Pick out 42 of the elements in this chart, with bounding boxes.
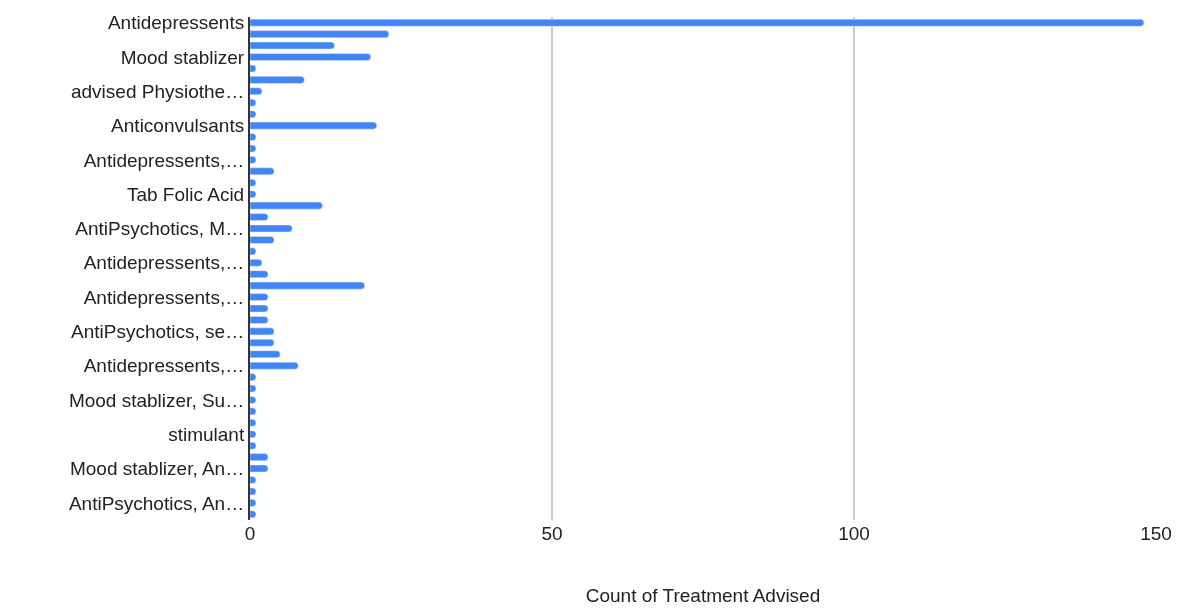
bar [250,350,281,359]
y-tick-label: AntiPsychotics, M… [75,218,245,240]
y-tick-label: Antidepressents,… [83,355,245,377]
y-tick-label: advised Physiothe… [70,80,245,102]
bar [250,167,275,176]
bar [250,361,299,370]
x-tick-label: 100 [838,523,870,544]
y-tick-label: Tab Folic Acid [126,183,245,205]
x-tick-label: 0 [244,523,256,544]
y-tick-label: Antidepressents,… [83,286,245,308]
bar [250,281,366,290]
bar [250,213,269,221]
bar [250,30,390,38]
bar [250,224,293,233]
bar [250,76,305,84]
bar [250,293,269,301]
x-tick-label: 50 [541,523,563,544]
bar [250,464,269,473]
y-tick-label: Mood stablizer [120,46,245,68]
x-axis-title: Count of Treatment Advised [585,584,821,606]
bar [250,327,275,336]
bar [250,270,269,279]
y-tick-label: Antidepressents [107,12,245,34]
x-tick-label: 150 [1140,523,1172,544]
bar [250,41,335,50]
y-tick-label: Mood stablizer, An… [69,458,245,480]
bar [250,236,275,244]
y-tick-label: Anticonvulsants [111,115,245,137]
y-tick-label: Antidepressents,… [83,149,245,171]
bar [250,316,269,324]
bar [250,53,372,61]
bar [250,18,1145,27]
y-tick-label: Mood stablizer, Su… [68,389,245,411]
y-tick-label: stimulant [168,423,245,445]
bar [250,121,378,130]
bar [250,304,269,313]
y-tick-label: AntiPsychotics, An… [68,492,245,514]
y-tick-label: Antidepressents,… [83,252,245,274]
bar [250,339,275,347]
bar [250,453,269,461]
bar [250,201,323,210]
y-tick-label: AntiPsychotics, se… [71,321,245,343]
